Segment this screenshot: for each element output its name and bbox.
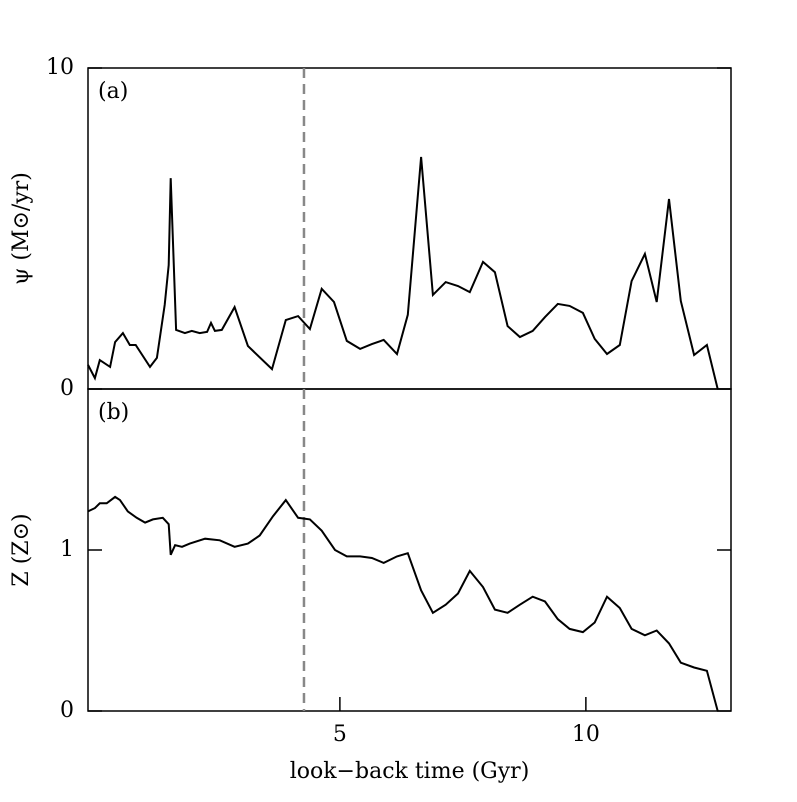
- panel-label: (a): [98, 79, 128, 104]
- panel-frame: [87, 388, 732, 712]
- data-line: [87, 156, 719, 390]
- x-tick-label: 5: [333, 722, 347, 747]
- y-tick-label: 0: [60, 376, 74, 401]
- panel-label: (b): [98, 400, 129, 425]
- x-tick-label: 10: [572, 722, 600, 747]
- y-tick-label: 10: [46, 55, 74, 80]
- data-line: [87, 495, 719, 712]
- y-tick-label: 1: [60, 537, 74, 562]
- panel-frame: [87, 67, 732, 390]
- y-axis-label: ψ (M⊙/yr): [9, 172, 34, 285]
- y-axis-label: Z (Z⊙): [9, 513, 34, 586]
- x-axis-label: look−back time (Gyr): [290, 759, 530, 784]
- y-tick-label: 0: [60, 698, 74, 723]
